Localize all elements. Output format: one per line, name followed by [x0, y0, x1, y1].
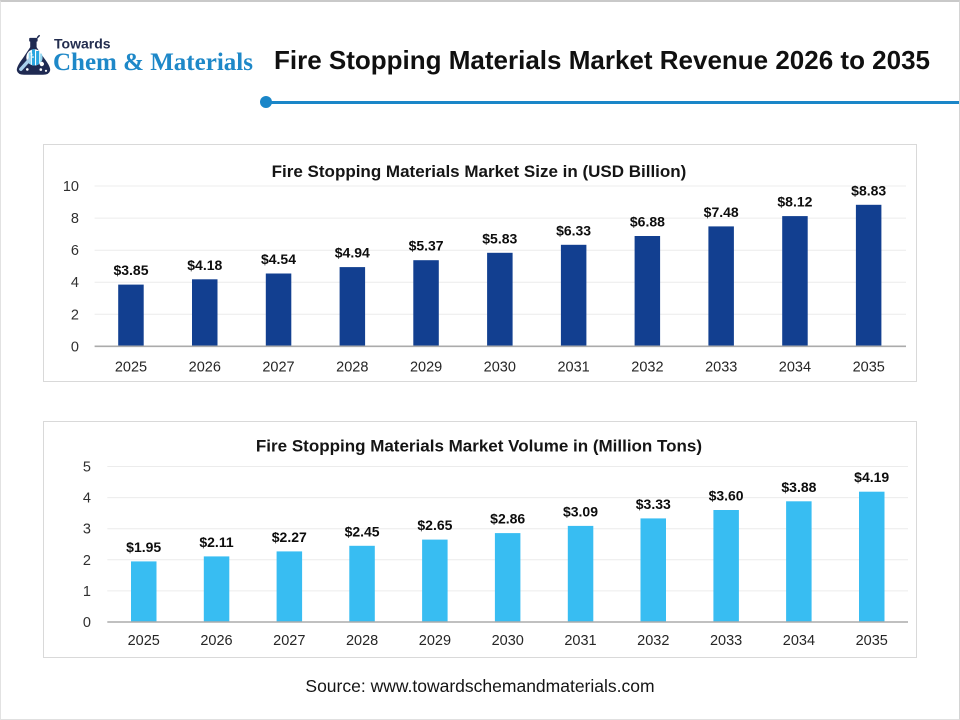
svg-text:$2.65: $2.65	[417, 517, 452, 533]
svg-text:3: 3	[83, 522, 91, 538]
svg-text:$3.88: $3.88	[781, 479, 816, 495]
svg-text:8: 8	[71, 211, 79, 227]
svg-text:2027: 2027	[273, 633, 305, 649]
svg-text:2027: 2027	[262, 360, 294, 376]
svg-text:2035: 2035	[856, 633, 888, 649]
svg-text:10: 10	[63, 179, 79, 195]
svg-text:$5.37: $5.37	[409, 238, 444, 254]
svg-text:2030: 2030	[492, 633, 524, 649]
svg-text:2: 2	[71, 307, 79, 323]
svg-text:$4.94: $4.94	[335, 245, 370, 261]
svg-text:$4.54: $4.54	[261, 251, 296, 267]
svg-text:$6.88: $6.88	[630, 214, 665, 230]
svg-text:2032: 2032	[637, 633, 669, 649]
svg-text:2034: 2034	[783, 633, 815, 649]
svg-text:$7.48: $7.48	[704, 204, 739, 220]
svg-text:4: 4	[71, 275, 79, 291]
svg-text:$3.09: $3.09	[563, 503, 598, 519]
svg-text:2028: 2028	[336, 360, 368, 376]
svg-text:2029: 2029	[419, 633, 451, 649]
svg-text:2031: 2031	[557, 360, 589, 376]
svg-text:$4.18: $4.18	[187, 257, 222, 273]
svg-text:$3.60: $3.60	[709, 488, 744, 504]
svg-text:2028: 2028	[346, 633, 378, 649]
svg-text:0: 0	[71, 339, 79, 355]
svg-text:2030: 2030	[484, 360, 516, 376]
svg-text:6: 6	[71, 243, 79, 259]
svg-text:$3.33: $3.33	[636, 496, 671, 512]
svg-text:2029: 2029	[410, 360, 442, 376]
svg-text:$2.11: $2.11	[199, 534, 233, 550]
svg-text:4: 4	[83, 491, 91, 507]
svg-text:$2.27: $2.27	[272, 529, 307, 545]
svg-text:$1.95: $1.95	[126, 539, 161, 555]
svg-text:$3.85: $3.85	[113, 262, 148, 278]
svg-text:2034: 2034	[779, 360, 811, 376]
svg-text:$8.83: $8.83	[851, 182, 886, 198]
svg-text:1: 1	[83, 584, 91, 600]
svg-text:2031: 2031	[564, 633, 596, 649]
svg-text:2025: 2025	[128, 633, 160, 649]
svg-text:$2.45: $2.45	[345, 523, 380, 539]
svg-text:Fire Stopping Materials Market: Fire Stopping Materials Market Size in (…	[272, 162, 687, 181]
svg-text:2: 2	[83, 553, 91, 569]
svg-text:Chem & Materials: Chem & Materials	[53, 49, 253, 76]
svg-text:$4.19: $4.19	[854, 469, 889, 485]
svg-text:$8.12: $8.12	[777, 194, 812, 210]
svg-text:2026: 2026	[200, 633, 232, 649]
svg-text:$2.86: $2.86	[490, 511, 525, 527]
svg-text:$5.83: $5.83	[482, 230, 517, 246]
svg-text:Towards: Towards	[54, 36, 111, 52]
svg-text:2032: 2032	[631, 360, 663, 376]
svg-text:5: 5	[83, 460, 91, 476]
svg-text:2026: 2026	[189, 360, 221, 376]
svg-text:$6.33: $6.33	[556, 222, 591, 238]
svg-text:2025: 2025	[115, 360, 147, 376]
svg-text:2033: 2033	[710, 633, 742, 649]
svg-text:Fire Stopping Materials Market: Fire Stopping Materials Market Volume in…	[256, 437, 702, 456]
svg-text:0: 0	[83, 615, 91, 631]
svg-text:2033: 2033	[705, 360, 737, 376]
svg-text:2035: 2035	[853, 360, 885, 376]
